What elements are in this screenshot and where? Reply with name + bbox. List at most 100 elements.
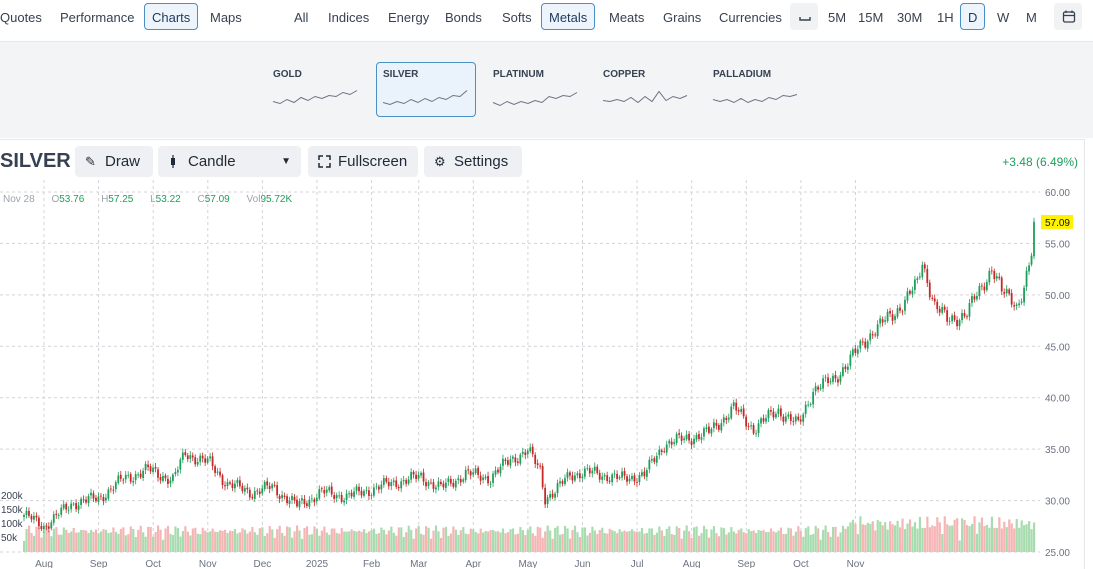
volume-bar [633,531,636,552]
candle-body [263,481,266,490]
volume-bar [422,534,425,552]
timeframe-30m[interactable]: 30M [897,10,923,25]
volume-bar [276,529,279,552]
candle-body [574,475,576,481]
category-meats[interactable]: Meats [609,10,645,25]
candle-body [588,468,591,474]
volume-bar [375,533,378,552]
candle-body [772,411,775,418]
timeframe-5m[interactable]: 5M [828,10,847,25]
candle-body [382,478,385,485]
candle-body [916,278,919,280]
volume-bar [635,531,639,552]
category-bonds[interactable]: Bonds [445,10,482,25]
volume-bar [77,532,80,552]
category-currencies[interactable]: Currencies [719,10,782,25]
candle-body [978,285,981,297]
candle-body [281,494,283,499]
volume-bar [25,529,28,552]
volume-bar [447,535,450,552]
volume-bar [392,532,395,552]
metal-gold[interactable]: GOLD [266,62,366,117]
volume-bar [320,530,323,552]
timeframe-w[interactable]: W [997,10,1010,25]
tab-performance[interactable]: Performance [60,10,135,25]
timeframe-d[interactable]: D [960,3,986,30]
timeframe-1h[interactable]: 1H [937,10,954,25]
gear-icon: ⚙ [434,154,446,169]
category-energy[interactable]: Energy [388,10,430,25]
tab-charts[interactable]: Charts [144,3,199,30]
candle-body [521,451,524,454]
volume-bar [238,532,242,552]
candle-body [1013,305,1016,307]
tab-quotes[interactable]: Quotes [0,10,42,25]
candle-body [846,366,849,370]
category-softs[interactable]: Softs [502,10,532,25]
volume-bar [52,528,55,552]
timeframe-15m[interactable]: 15M [858,10,884,25]
draw-button[interactable]: ✎ Draw [75,146,153,177]
tab-maps[interactable]: Maps [210,10,242,25]
volume-bar [209,531,212,552]
volume-bar [102,529,105,552]
candle-body [943,306,946,310]
candle-body [564,478,566,485]
settings-button[interactable]: ⚙ Settings [424,146,522,177]
candle-body [25,510,28,515]
metal-palladium[interactable]: PALLADIUM [706,62,806,117]
candle-body [440,481,442,485]
candle-body [698,434,700,439]
candle-body [511,456,514,459]
timeframe-m[interactable]: M [1026,10,1037,25]
candle-body [296,499,298,507]
calendar-button[interactable] [1054,3,1082,30]
volume-bar [410,529,413,552]
volume-bar [576,532,579,552]
metal-copper[interactable]: COPPER [596,62,696,117]
candle-body [109,488,112,490]
volume-bar [812,533,815,552]
volume-bar [1003,521,1006,552]
candle-body [37,517,40,527]
metal-silver[interactable]: SILVER [376,62,476,117]
candle-body [814,386,817,392]
metal-platinum[interactable]: PLATINUM [486,62,586,117]
x-tick-label: Sep [90,559,108,568]
candle-body [70,503,73,510]
ohlc-close: 57.09 [204,194,230,205]
candle-body [444,482,447,488]
candle-body [980,285,983,287]
candle-body [683,438,685,441]
candle-body [430,482,432,484]
category-indices[interactable]: Indices [328,10,370,25]
volume-bar [248,531,252,552]
volume-bar [132,528,135,552]
candle-body [608,480,611,482]
timeframe-range-button[interactable] [790,3,818,30]
candle-body [162,476,164,481]
chart-type-select[interactable]: Candle ▼ [158,146,301,177]
calendar-icon [1062,10,1076,23]
y-tick-label: 50.00 [1045,291,1070,302]
candle-body [474,468,477,474]
category-metals[interactable]: Metals [541,3,596,30]
volume-bar [675,526,678,552]
volume-bar [305,526,309,552]
volume-bar [412,538,415,552]
category-all[interactable]: All [294,10,309,25]
fullscreen-button[interactable]: Fullscreen [308,146,418,177]
candle-body [695,434,698,440]
volume-bar [745,533,748,552]
volume-bar [797,526,800,552]
candle-body [425,481,427,487]
candlestick-chart[interactable]: 60.00 55.00 50.00 45.00 40.00 35.00 30.00 25.00… [0,180,1084,568]
volume-bar [819,539,822,552]
candle-body [276,485,279,496]
candle-body [541,466,544,488]
category-grains[interactable]: Grains [663,10,702,25]
volume-bar [814,525,817,552]
candle-body [864,341,867,348]
candle-body [47,526,50,529]
candle-body [368,490,370,496]
